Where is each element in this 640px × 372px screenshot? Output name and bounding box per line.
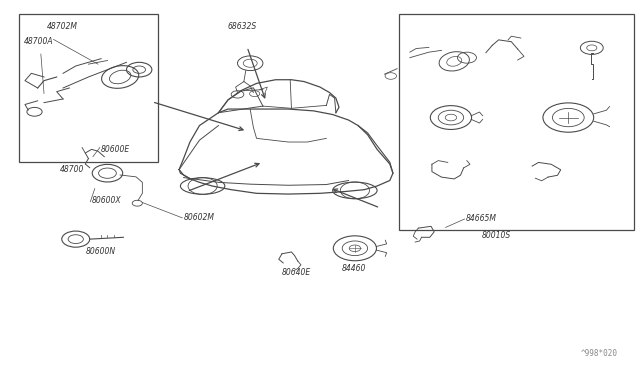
Bar (19, 14, 158, 162)
Text: 80640E: 80640E (282, 267, 311, 277)
Text: 48702M: 48702M (47, 22, 78, 31)
Text: 80600E: 80600E (101, 145, 131, 154)
Text: ^998*020: ^998*020 (581, 349, 618, 358)
Text: 80010S: 80010S (482, 231, 511, 240)
Text: 80600X: 80600X (92, 196, 121, 205)
Text: 48700: 48700 (60, 165, 84, 174)
Bar (399, 14, 634, 230)
Text: 80602M: 80602M (184, 213, 214, 222)
Text: 68632S: 68632S (228, 22, 257, 31)
Text: 48700A: 48700A (24, 37, 53, 46)
Text: 84460: 84460 (342, 264, 367, 273)
Text: 84665M: 84665M (466, 215, 497, 224)
Text: 80600N: 80600N (85, 247, 115, 256)
